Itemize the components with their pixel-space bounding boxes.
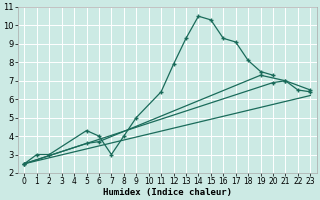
X-axis label: Humidex (Indice chaleur): Humidex (Indice chaleur)	[103, 188, 232, 197]
